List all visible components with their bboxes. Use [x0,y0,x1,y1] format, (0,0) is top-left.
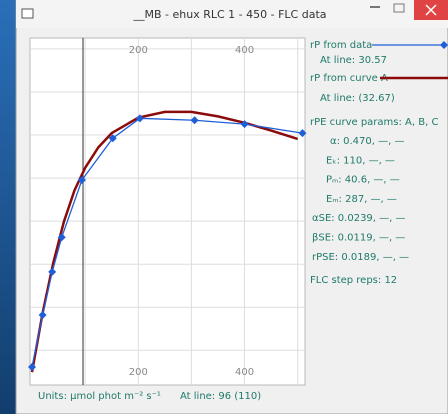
panel-text: At line: 30.57 [320,55,387,66]
param: Pₘ: 40.6, —, — [326,175,400,186]
data-point [38,310,47,319]
series-line [30,110,299,373]
data-point [240,120,249,129]
data-point [190,116,199,125]
data-point [57,233,66,242]
close-icon [425,4,437,16]
data-point [28,363,36,372]
data-point [108,134,117,143]
legend-label: rP from curve A [310,73,388,84]
param: Eₘ: 287, —, — [326,194,397,205]
legend-marker [440,41,448,49]
param: βSE: 0.0119, —, — [312,233,405,244]
maximize-button[interactable] [393,3,405,13]
param: α: 0.470, —, — [330,136,404,147]
panel-text: FLC step reps: 12 [310,275,397,286]
param: αSE: 0.0239, —, — [312,213,406,224]
legend-label: rP from data [310,40,372,51]
window-title: __MB - ehux RLC 1 - 450 - FLC data [133,8,327,21]
data-point [298,129,307,138]
plot-area [29,37,306,386]
panel-text: rPE curve params: A, B, C [310,117,438,128]
x-tick-label-bottom: 400 [235,367,254,378]
x-tick-label-top: 200 [129,45,148,56]
param: Eₖ: 110, —, — [326,155,395,166]
footer-units: Units: µmol phot m⁻² s⁻¹ [38,391,161,402]
window-icon [21,8,34,19]
series-line [31,117,303,368]
data-point [77,176,86,185]
x-tick-label-bottom: 200 [129,367,148,378]
desktop-background [0,0,16,414]
data-point [48,267,57,276]
footer-at-line: At line: 96 (110) [180,391,261,402]
data-point [135,114,144,123]
x-tick-label-top: 400 [235,45,254,56]
title-bar [16,0,448,28]
minimize-button[interactable] [370,6,380,8]
param: rPSE: 0.0189, —, — [312,252,409,263]
panel-text: At line: (32.67) [320,93,395,104]
